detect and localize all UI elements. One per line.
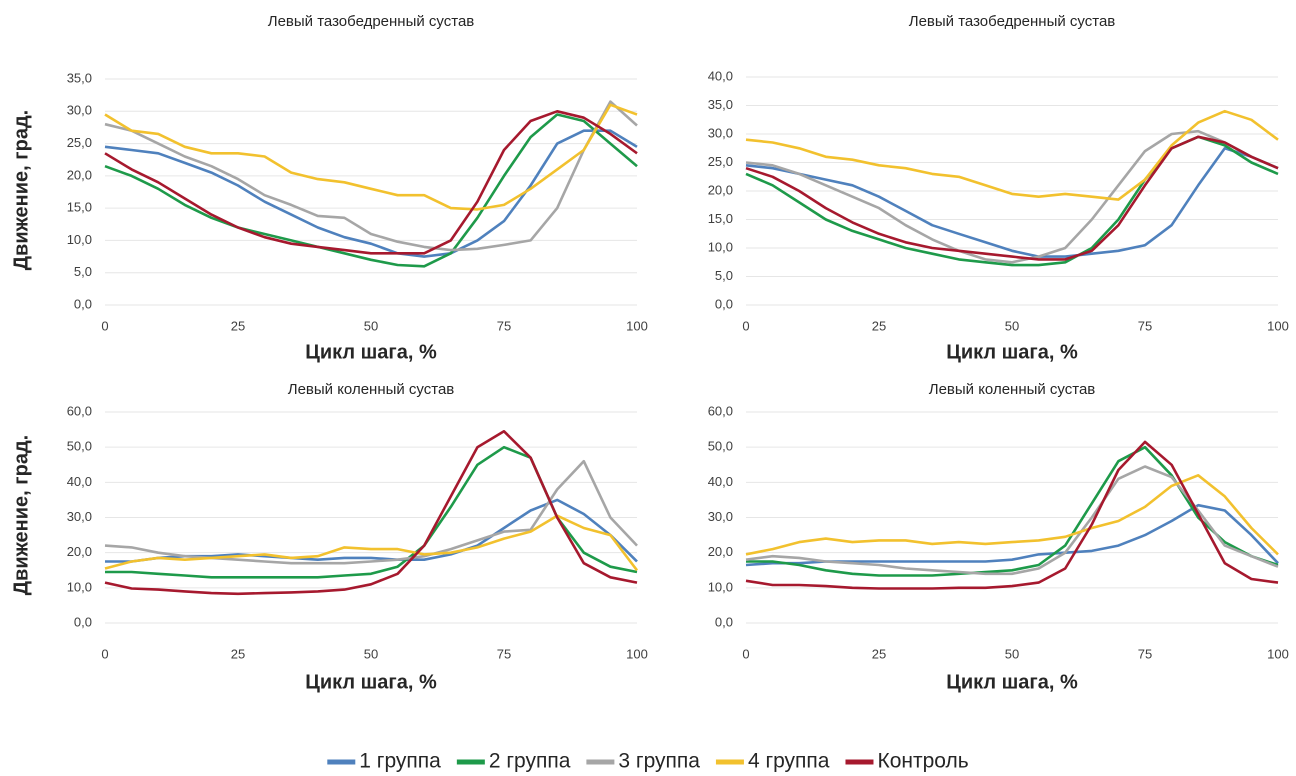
x-tick-label: 100 (626, 318, 648, 333)
x-tick-label: 0 (742, 646, 749, 661)
series-line: 1 группа (104, 129, 638, 258)
series-line: 2 группа (104, 113, 638, 268)
y-tick-label: 30,0 (67, 103, 92, 118)
y-tick-label: 10,0 (67, 579, 92, 594)
x-axis-label: Цикл шага, % (305, 341, 437, 363)
y-tick-label: 30,0 (708, 125, 733, 140)
chart-title: Левый тазобедренный сустав (909, 13, 1116, 30)
chart-title: Левый коленный сустав (288, 381, 455, 398)
series-line: 3 группа (104, 100, 638, 252)
series-line: 2 группа (746, 445, 1279, 577)
x-tick-label: 75 (1138, 318, 1152, 333)
series-line: 4 группа (104, 103, 638, 211)
x-tick-label: 0 (742, 318, 749, 333)
series-line: Контроль (745, 440, 1279, 590)
y-tick-label: 35,0 (67, 70, 92, 85)
legend-label: Контроль (877, 750, 968, 773)
y-tick-label: 50,0 (67, 439, 92, 454)
y-tick-label: 0,0 (74, 296, 92, 311)
series-line: 3 группа (745, 129, 1279, 264)
legend-label: 2 группа (489, 750, 571, 773)
y-tick-label: 20,0 (67, 544, 92, 559)
y-tick-label: 30,0 (708, 509, 733, 524)
y-tick-label: 20,0 (67, 167, 92, 182)
x-tick-label: 75 (497, 318, 511, 333)
x-tick-label: 0 (101, 318, 108, 333)
legend-label: 4 группа (748, 750, 830, 773)
x-tick-label: 75 (1138, 646, 1152, 661)
x-tick-label: 25 (231, 318, 245, 333)
y-tick-label: 40,0 (67, 474, 92, 489)
x-axis-label: Цикл шага, % (946, 671, 1078, 693)
y-axis-label: Движение, град. (10, 110, 32, 270)
chart-title: Левый тазобедренный сустав (268, 13, 475, 30)
series-line: 1 группа (745, 147, 1279, 258)
y-tick-label: 25,0 (67, 135, 92, 150)
y-tick-label: 0,0 (715, 614, 733, 629)
x-tick-label: 50 (364, 646, 378, 661)
series-line: Контроль (745, 135, 1279, 261)
y-tick-label: 10,0 (708, 579, 733, 594)
y-tick-label: 35,0 (708, 97, 733, 112)
x-axis-label: Цикл шага, % (305, 671, 437, 693)
y-tick-label: 60,0 (708, 403, 733, 418)
y-tick-label: 5,0 (715, 268, 733, 283)
y-tick-label: 20,0 (708, 544, 733, 559)
x-tick-label: 0 (101, 646, 108, 661)
series-line: Контроль (104, 430, 638, 596)
y-tick-label: 60,0 (67, 403, 92, 418)
y-tick-label: 20,0 (708, 182, 733, 197)
y-tick-label: 5,0 (74, 264, 92, 279)
legend-label: 3 группа (618, 750, 700, 773)
y-tick-label: 0,0 (74, 614, 92, 629)
y-tick-label: 25,0 (708, 154, 733, 169)
x-axis-label: Цикл шага, % (946, 341, 1078, 363)
y-tick-label: 10,0 (708, 239, 733, 254)
x-tick-label: 25 (231, 646, 245, 661)
x-tick-label: 25 (872, 646, 886, 661)
y-tick-label: 10,0 (67, 232, 92, 247)
y-tick-label: 15,0 (67, 200, 92, 215)
x-tick-label: 75 (497, 646, 511, 661)
x-tick-label: 50 (364, 318, 378, 333)
chart-title: Левый коленный сустав (929, 381, 1096, 398)
x-tick-label: 50 (1005, 646, 1019, 661)
y-tick-label: 40,0 (708, 68, 733, 83)
x-tick-label: 50 (1005, 318, 1019, 333)
series-line: 4 группа (745, 109, 1279, 201)
x-tick-label: 25 (872, 318, 886, 333)
series-line: Контроль (104, 110, 638, 255)
y-tick-label: 50,0 (708, 439, 733, 454)
series-line: 3 группа (104, 459, 638, 565)
legend-label: 1 группа (359, 750, 441, 773)
y-tick-label: 40,0 (708, 474, 733, 489)
series-line: 4 группа (745, 474, 1279, 556)
x-tick-label: 100 (626, 646, 648, 661)
x-tick-label: 100 (1267, 318, 1289, 333)
series-line: 4 группа (104, 514, 639, 572)
y-tick-label: 15,0 (708, 211, 733, 226)
y-axis-label: Движение, град. (10, 435, 32, 595)
y-tick-label: 0,0 (715, 296, 733, 311)
x-tick-label: 100 (1267, 646, 1289, 661)
y-tick-label: 30,0 (67, 509, 92, 524)
